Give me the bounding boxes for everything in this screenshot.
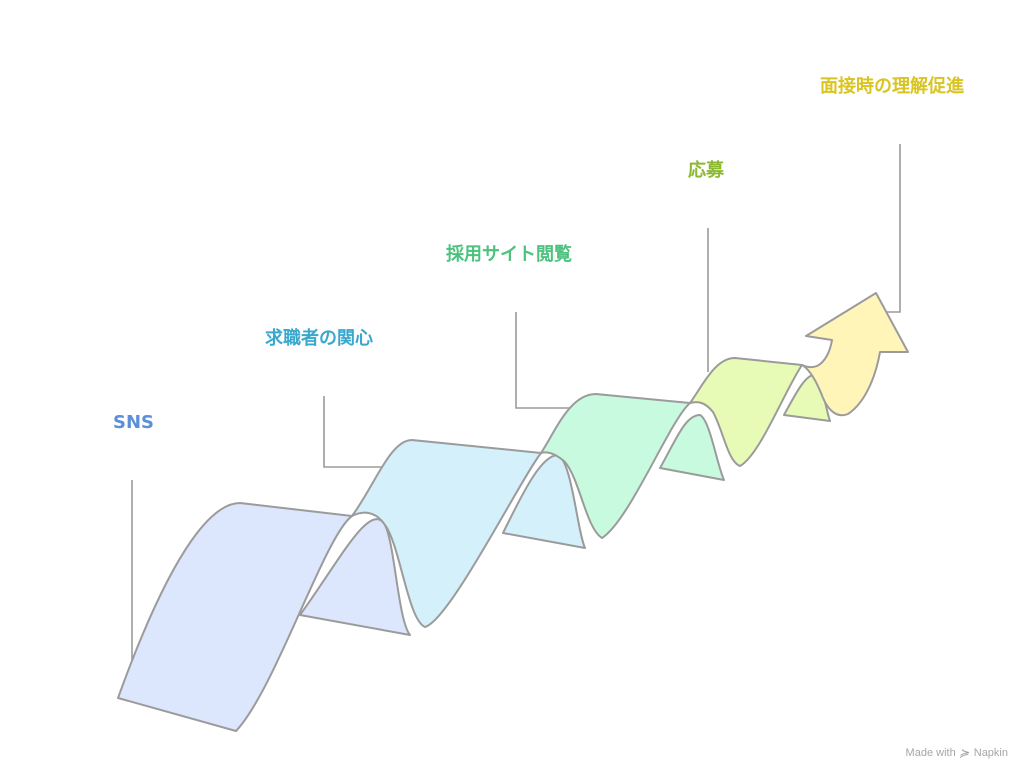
wave-ribbon-arch-apply	[689, 357, 803, 467]
stage-label-interest: 求職者の関心	[265, 327, 373, 349]
leader-line-interest	[323, 396, 385, 468]
stage-label-interview: 面接時の理解促進	[820, 75, 964, 97]
wave-ribbon-base-site	[659, 414, 725, 481]
napkin-watermark: Made with ≽ Napkin	[906, 746, 1008, 760]
napkin-logo-icon: ≽	[957, 746, 972, 760]
leader-line-interview	[887, 144, 901, 313]
stage-label-sns: SNS	[113, 412, 154, 433]
watermark-prefix: Made with	[905, 747, 956, 759]
watermark-brand: Napkin	[973, 747, 1008, 759]
leader-lines	[131, 144, 901, 660]
stage-label-site: 採用サイト閲覧	[446, 243, 572, 265]
stage-labels: SNS 求職者の関心 採用サイト閲覧 応募 面接時の理解促進	[113, 75, 964, 433]
stage-label-apply: 応募	[688, 159, 725, 181]
wave-ribbon-arch-interest	[351, 439, 542, 628]
leader-line-site	[515, 312, 572, 409]
wave-ribbon-arch-site	[540, 393, 691, 539]
wave-ribbon	[117, 292, 909, 732]
wave-ribbon-arrow-interview	[801, 292, 909, 417]
